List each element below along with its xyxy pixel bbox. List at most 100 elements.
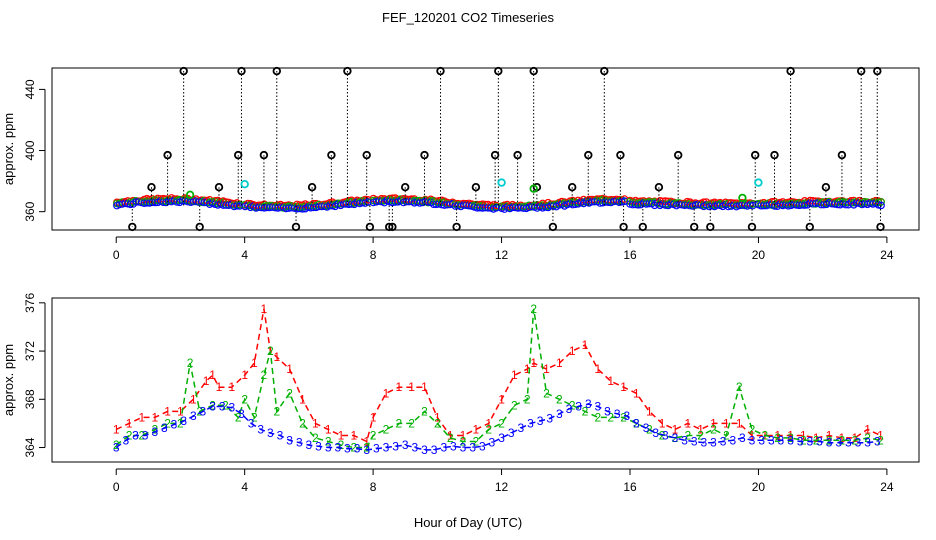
top-point-black: [163, 150, 172, 160]
bottom-series-3-marker: 3: [623, 409, 630, 423]
bottom-series-2-marker: 2: [139, 429, 146, 443]
bottom-series-3-marker: 3: [845, 436, 852, 450]
bottom-series-3-marker: 3: [402, 438, 409, 452]
bottom-series-1-marker: 1: [338, 429, 345, 443]
top-y-tick-label: 400: [23, 140, 37, 160]
bottom-series-1-marker: 1: [826, 429, 833, 443]
top-point-black: [128, 222, 137, 232]
bottom-series-3-marker: 3: [228, 401, 235, 415]
bottom-y-tick-label: 368: [23, 389, 37, 409]
bottom-series-1-marker: 1: [190, 392, 197, 406]
bottom-series-1-marker: 1: [787, 429, 794, 443]
bottom-series-1-marker: 1: [607, 374, 614, 388]
bottom-series-1-marker: 1: [498, 392, 505, 406]
top-point-green: [529, 184, 538, 193]
top-x-tick-label: 20: [752, 248, 766, 262]
bottom-series-1-marker: 1: [697, 422, 704, 436]
bottom-series-3-marker: 3: [556, 407, 563, 421]
bottom-series-2-marker: 2: [261, 368, 268, 382]
bottom-series-3-marker: 3: [257, 422, 264, 436]
x-axis-title: Hour of Day (UTC): [414, 515, 522, 530]
bottom-series-1-marker: 1: [511, 368, 518, 382]
bottom-series-3-marker: 3: [267, 426, 274, 440]
bottom-series-3-marker: 3: [681, 433, 688, 447]
bottom-series-3-marker: 3: [392, 439, 399, 453]
bottom-series-2-marker: 2: [877, 433, 884, 447]
bottom-series-1-marker: 1: [164, 404, 171, 418]
bottom-series-3-marker: 3: [652, 426, 659, 440]
bottom-series-1-marker: 1: [556, 356, 563, 370]
bottom-series-3-marker: 3: [277, 429, 284, 443]
bottom-series-3-marker: 3: [286, 433, 293, 447]
bottom-series-3-line: [115, 403, 878, 451]
bottom-series-3-marker: 3: [835, 436, 842, 450]
top-point-black: [770, 150, 779, 160]
top-y-tick-label: 360: [23, 201, 37, 221]
top-point-green: [185, 190, 195, 199]
top-point-black: [747, 222, 757, 232]
bottom-series-3-marker: 3: [334, 441, 341, 455]
bottom-series-2-marker: 2: [736, 380, 743, 394]
top-point-black: [365, 222, 375, 232]
bottom-series-2-marker: 2: [350, 441, 357, 455]
top-point-cyan: [240, 179, 249, 189]
bottom-series-2-marker: 2: [408, 416, 415, 430]
bottom-series-2-marker: 2: [434, 416, 441, 430]
bottom-series-2-marker: 2: [511, 398, 518, 412]
top-point-black: [471, 182, 481, 192]
bottom-x-tick-label: 8: [370, 480, 377, 494]
top-point-black: [616, 150, 625, 160]
top-point-black: [821, 182, 831, 192]
top-point-black: [619, 222, 628, 232]
bottom-series-3-marker: 3: [450, 439, 457, 453]
bottom-series-3-marker: 3: [142, 429, 149, 443]
top-point-black: [401, 182, 410, 192]
bottom-series-2-marker: 2: [813, 433, 820, 447]
top-point-cyan: [754, 178, 763, 187]
bottom-series-2-marker: 2: [395, 416, 402, 430]
bottom-series-1-marker: 1: [569, 344, 576, 358]
bottom-series-2-marker: 2: [839, 433, 846, 447]
bottom-series-1-marker: 1: [241, 368, 248, 382]
bottom-series-2-marker: 2: [710, 422, 717, 436]
bottom-series-1-marker: 1: [723, 416, 730, 430]
bottom-series-2-marker: 2: [826, 433, 833, 447]
bottom-series-1-marker: 1: [543, 362, 550, 376]
bottom-series-3-marker: 3: [778, 433, 785, 447]
bottom-y-axis-label: approx. ppm: [1, 344, 16, 416]
bottom-series-3-marker: 3: [672, 431, 679, 445]
bottom-series-1-marker: 1: [595, 362, 602, 376]
bottom-series-3-marker: 3: [373, 442, 380, 456]
bottom-series-3-marker: 3: [306, 438, 313, 452]
top-band-point: [235, 202, 244, 210]
bottom-series-2-marker: 2: [196, 404, 203, 418]
bottom-series-1-marker: 1: [251, 356, 258, 370]
bottom-series-3-marker: 3: [575, 400, 582, 414]
top-point-black: [179, 66, 188, 76]
bottom-series-1-marker: 1: [395, 380, 402, 394]
bottom-series-3-marker: 3: [325, 441, 332, 455]
top-point-black: [876, 222, 885, 232]
top-point-black: [706, 222, 715, 232]
bottom-series-1-marker: 1: [659, 416, 666, 430]
bottom-series-3-marker: 3: [238, 407, 245, 421]
bottom-series-2-marker: 2: [556, 392, 563, 406]
bottom-series-3-marker: 3: [460, 441, 467, 455]
top-x-tick-label: 12: [495, 248, 509, 262]
bottom-series-1-marker: 1: [312, 416, 319, 430]
bottom-series-3-marker: 3: [412, 441, 419, 455]
bottom-series-2-marker: 2: [672, 431, 679, 445]
bottom-series-3-marker: 3: [864, 436, 871, 450]
bottom-series-2-line: [115, 308, 881, 449]
bottom-series-2-marker: 2: [338, 438, 345, 452]
bottom-series-2-marker: 2: [530, 302, 537, 316]
bottom-series-3-marker: 3: [527, 416, 534, 430]
bottom-series-1-marker: 1: [370, 410, 377, 424]
bottom-series-3-marker: 3: [874, 435, 881, 449]
bottom-series-1-marker: 1: [749, 429, 756, 443]
bottom-series-3-marker: 3: [113, 441, 120, 455]
bottom-series-3-marker: 3: [383, 441, 390, 455]
bottom-series-3-marker: 3: [643, 421, 650, 435]
